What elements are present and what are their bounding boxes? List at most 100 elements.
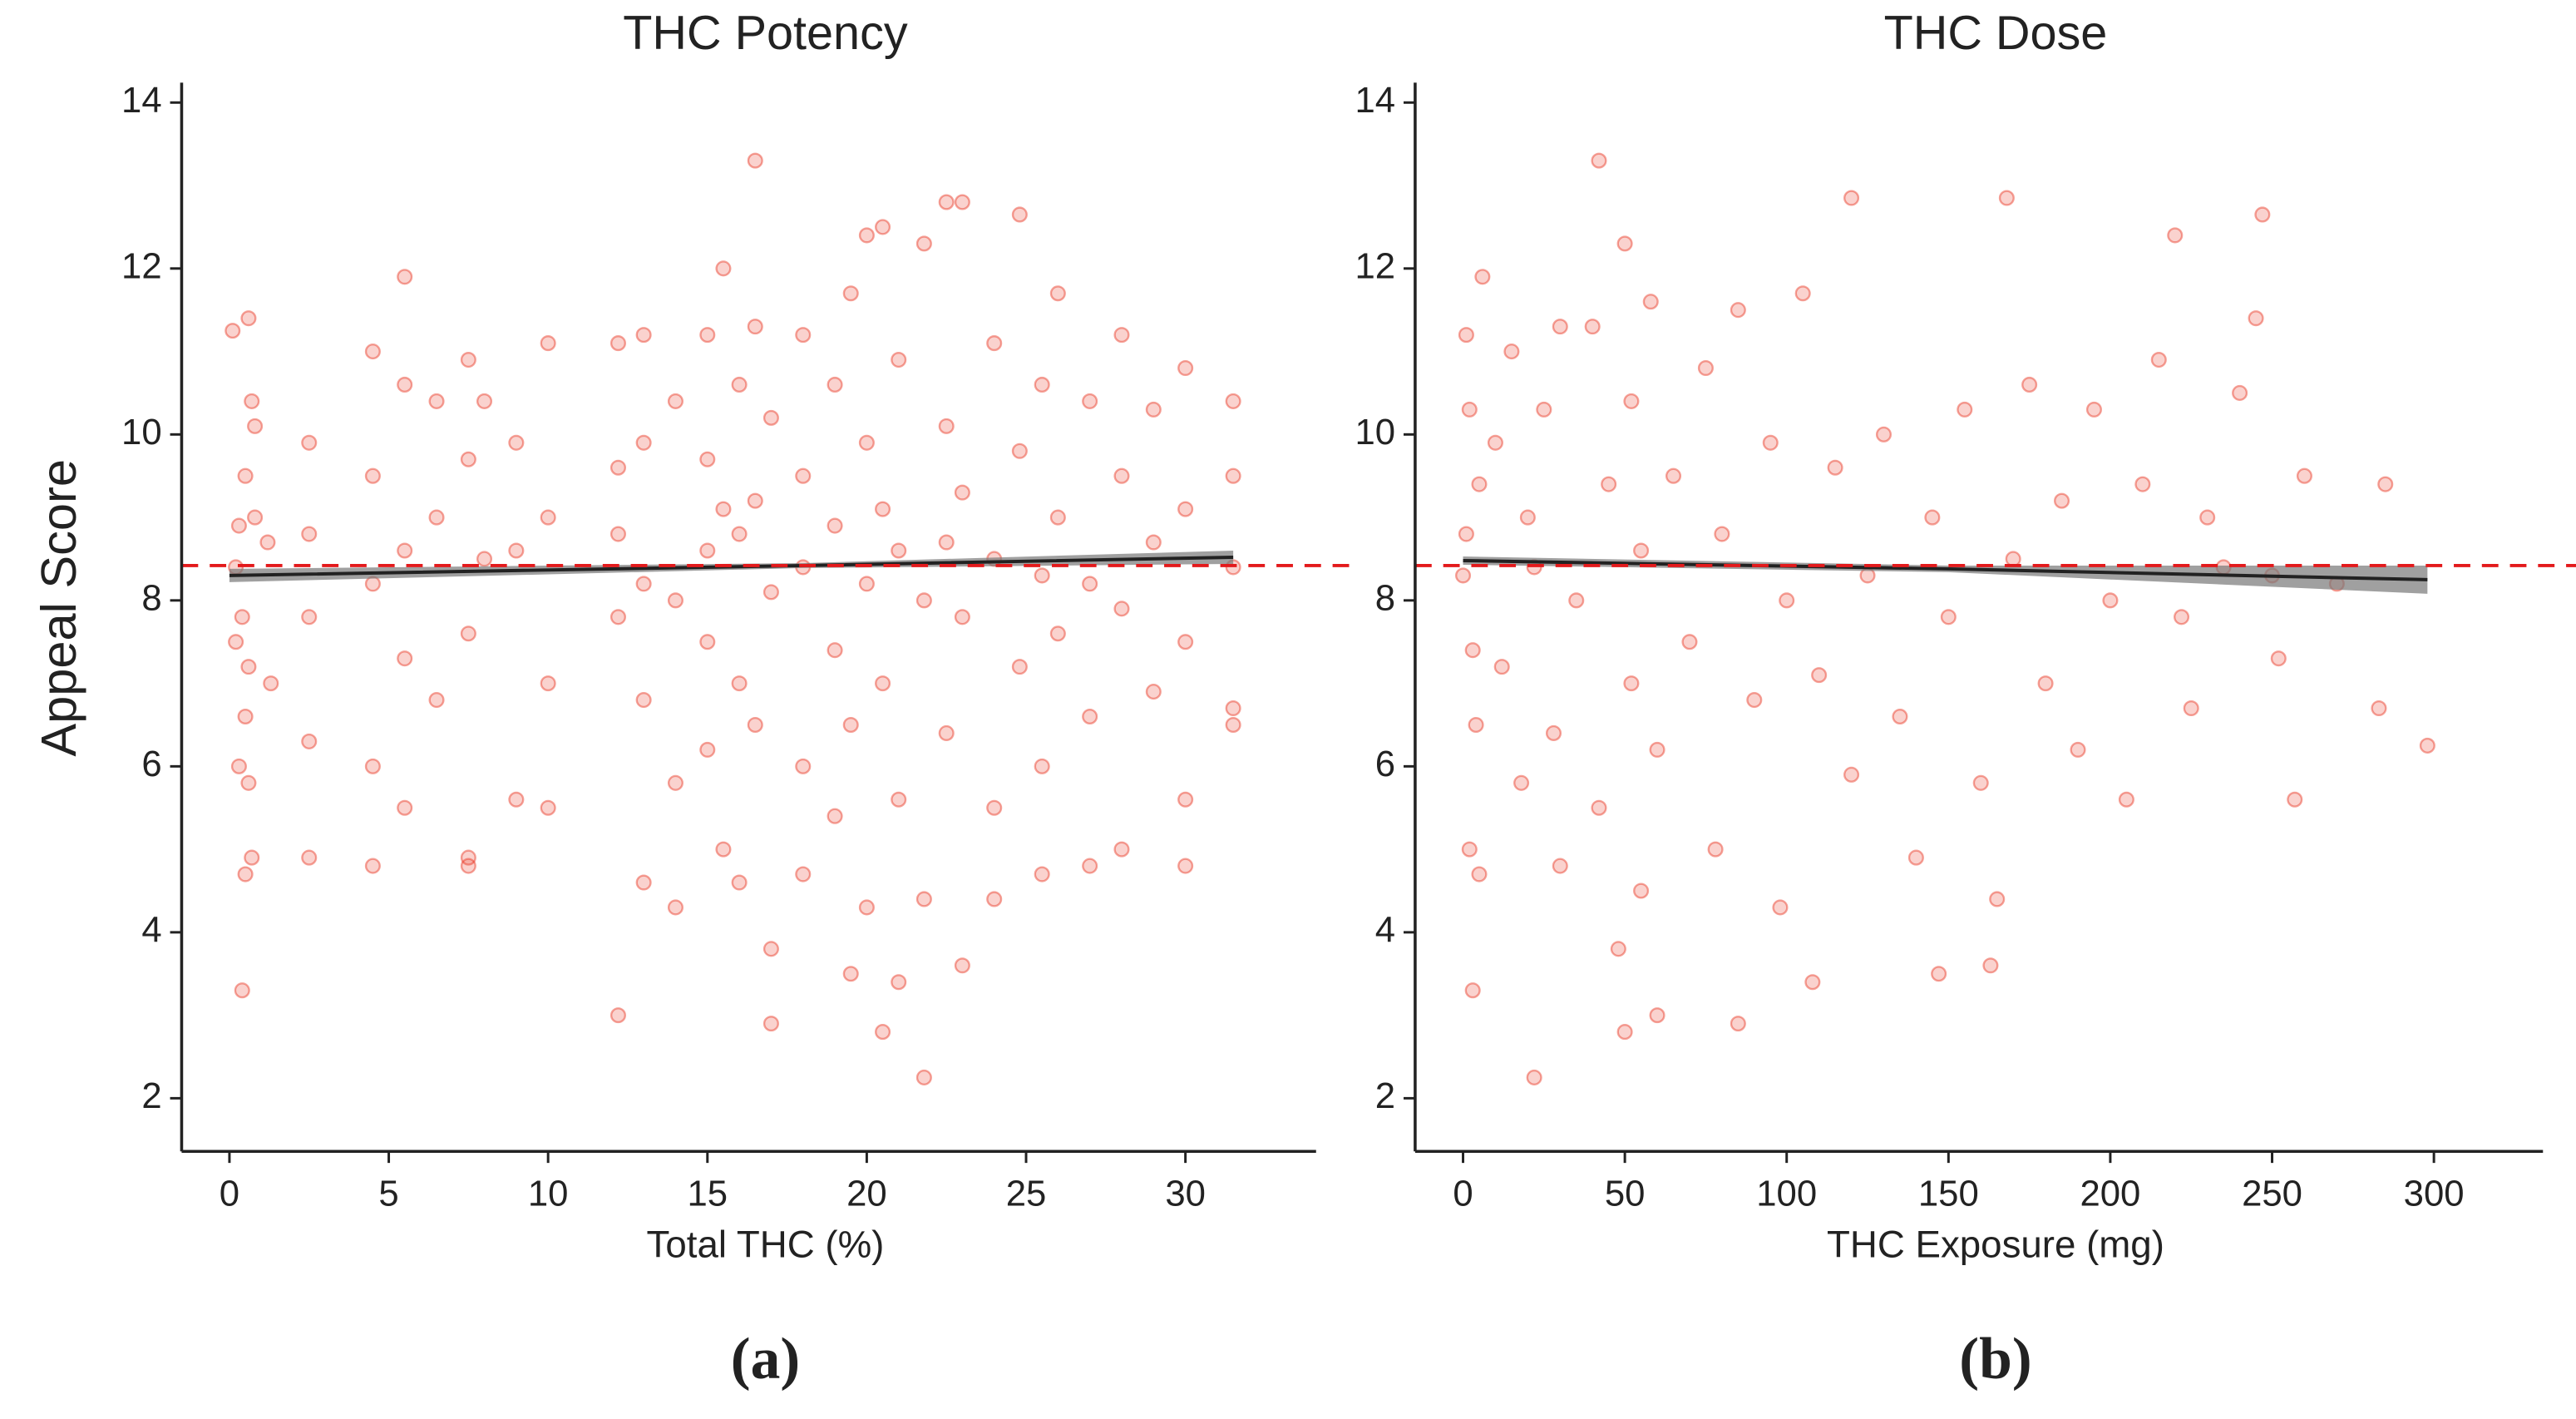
point	[635, 692, 652, 709]
point	[1011, 443, 1028, 459]
point	[1730, 1016, 1746, 1032]
point	[667, 774, 683, 791]
point	[2134, 476, 2151, 492]
point	[715, 260, 732, 277]
point	[1907, 849, 1924, 866]
point	[827, 517, 843, 534]
point	[1649, 741, 1666, 758]
point	[428, 393, 445, 409]
point	[1049, 509, 1066, 526]
point	[2296, 467, 2312, 484]
x-axis-label: THC Exposure (mg)	[1827, 1223, 2164, 1265]
point	[397, 269, 413, 285]
point	[237, 708, 254, 725]
point	[715, 501, 732, 517]
point	[1616, 235, 1633, 252]
point	[1584, 319, 1601, 335]
point	[301, 609, 318, 625]
y-tick-label: 6	[1375, 744, 1395, 784]
point	[428, 509, 445, 526]
x-axis-label: Total THC (%)	[647, 1223, 885, 1265]
point	[1458, 526, 1474, 542]
point	[1697, 359, 1714, 377]
point	[2248, 310, 2264, 327]
point	[540, 335, 556, 352]
point	[1503, 344, 1520, 360]
point	[1461, 841, 1478, 858]
point	[635, 434, 652, 451]
y-tick-label: 14	[121, 80, 162, 121]
point	[1082, 393, 1098, 409]
point	[731, 675, 748, 692]
point	[915, 235, 932, 252]
point	[1552, 319, 1568, 335]
point	[301, 434, 318, 451]
point	[364, 344, 381, 360]
point	[1601, 476, 1617, 492]
point	[1464, 982, 1481, 999]
point	[1794, 285, 1811, 302]
point	[1623, 393, 1640, 409]
x-tick-label: 150	[1918, 1173, 1979, 1214]
point	[244, 393, 260, 409]
point	[1049, 285, 1066, 302]
point	[2174, 609, 2190, 625]
point	[1468, 716, 1484, 734]
point	[2102, 592, 2119, 609]
point	[1113, 841, 1130, 858]
point	[731, 526, 748, 542]
point	[263, 675, 279, 692]
point	[240, 774, 257, 791]
point	[460, 451, 476, 467]
point	[230, 517, 247, 534]
point	[540, 799, 556, 816]
point	[699, 542, 716, 559]
x-tick-label: 100	[1756, 1173, 1817, 1214]
point	[954, 957, 970, 974]
point	[731, 874, 748, 891]
point	[1145, 534, 1162, 551]
point	[237, 467, 254, 484]
point	[1568, 592, 1585, 609]
point	[234, 609, 250, 625]
point	[1177, 359, 1194, 377]
point	[476, 551, 493, 567]
point	[842, 966, 859, 982]
x-tick-label: 10	[528, 1173, 569, 1214]
point	[1536, 401, 1552, 418]
point	[1011, 206, 1028, 223]
point	[762, 409, 779, 426]
point	[1633, 542, 1650, 559]
chart-title: THC Dose	[1884, 7, 2108, 60]
point	[2085, 401, 2102, 418]
point	[1082, 858, 1098, 874]
point	[891, 542, 907, 559]
point	[2150, 352, 2167, 368]
point	[1034, 758, 1050, 774]
point	[1892, 708, 1908, 725]
point	[364, 467, 381, 484]
x-tick-label: 15	[687, 1173, 728, 1214]
point	[1989, 891, 2006, 907]
point	[230, 758, 247, 774]
point	[699, 327, 716, 344]
x-tick-label: 250	[2242, 1173, 2302, 1214]
point	[228, 634, 244, 650]
point	[397, 799, 413, 816]
point	[667, 393, 683, 409]
point	[1633, 883, 1650, 899]
point	[1827, 459, 1843, 476]
point	[1545, 724, 1562, 741]
point	[986, 891, 1003, 907]
point	[1082, 708, 1098, 725]
y-tick-label: 8	[1375, 577, 1395, 618]
y-tick-label: 10	[121, 412, 162, 452]
point	[244, 849, 260, 866]
point	[1454, 567, 1472, 584]
point	[428, 692, 445, 709]
y-tick-label: 10	[1355, 412, 1396, 452]
panel-label: (a)	[731, 1326, 800, 1392]
point	[2377, 476, 2394, 492]
point	[1730, 302, 1746, 319]
